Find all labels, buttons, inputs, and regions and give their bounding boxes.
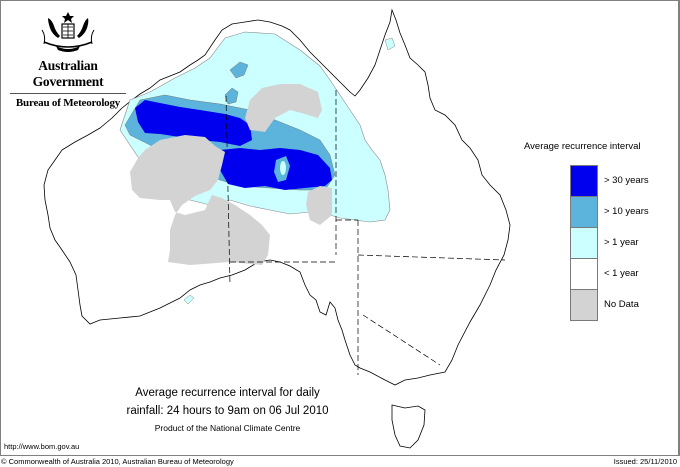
region-gt10-inland (224, 87, 239, 105)
region-nodata-east (306, 186, 332, 225)
region-gt1-bight (183, 294, 195, 305)
logo-divider (10, 93, 126, 94)
australia-map (43, 8, 511, 449)
legend-swatch (570, 196, 598, 228)
region-gt10-coast (229, 61, 249, 79)
government-title: Australian Government (32, 58, 104, 89)
state-borders (225, 90, 506, 375)
tasmania-outline (391, 404, 426, 449)
legend-label: No Data (604, 299, 639, 310)
legend-swatch (570, 289, 598, 321)
map-caption-line3: Product of the National Climate Centre (154, 423, 301, 433)
map-caption-line1: Average recurrence interval for daily (135, 387, 320, 399)
legend-label: > 30 years (604, 175, 649, 186)
legend-swatch (570, 165, 598, 197)
legend-swatch (570, 227, 598, 259)
legend-title: Average recurrence interval (524, 141, 641, 152)
region-gt1-capeyork (384, 37, 396, 51)
website-link[interactable]: http://www.bom.gov.au (4, 442, 80, 451)
region-nodata-west (130, 135, 270, 265)
legend-label: > 10 years (604, 206, 649, 217)
issued-date: Issued: 25/11/2010 (613, 457, 677, 466)
legend-label: < 1 year (604, 268, 639, 279)
legend-label: > 1 year (604, 237, 639, 248)
map-caption-line2: rainfall: 24 hours to 9am on 06 Jul 2010 (126, 405, 329, 417)
region-gt30-west (135, 100, 252, 146)
coat-of-arms-icon (41, 12, 95, 52)
region-nodata-north (245, 84, 322, 132)
copyright-notice: © Commonwealth of Australia 2010, Austra… (1, 457, 234, 466)
bom-logo: Australian Government Bureau of Meteorol… (6, 10, 130, 109)
region-gt1-hole (280, 161, 286, 175)
legend-swatch (570, 258, 598, 290)
agency-name: Bureau of Meteorology (15, 97, 121, 109)
